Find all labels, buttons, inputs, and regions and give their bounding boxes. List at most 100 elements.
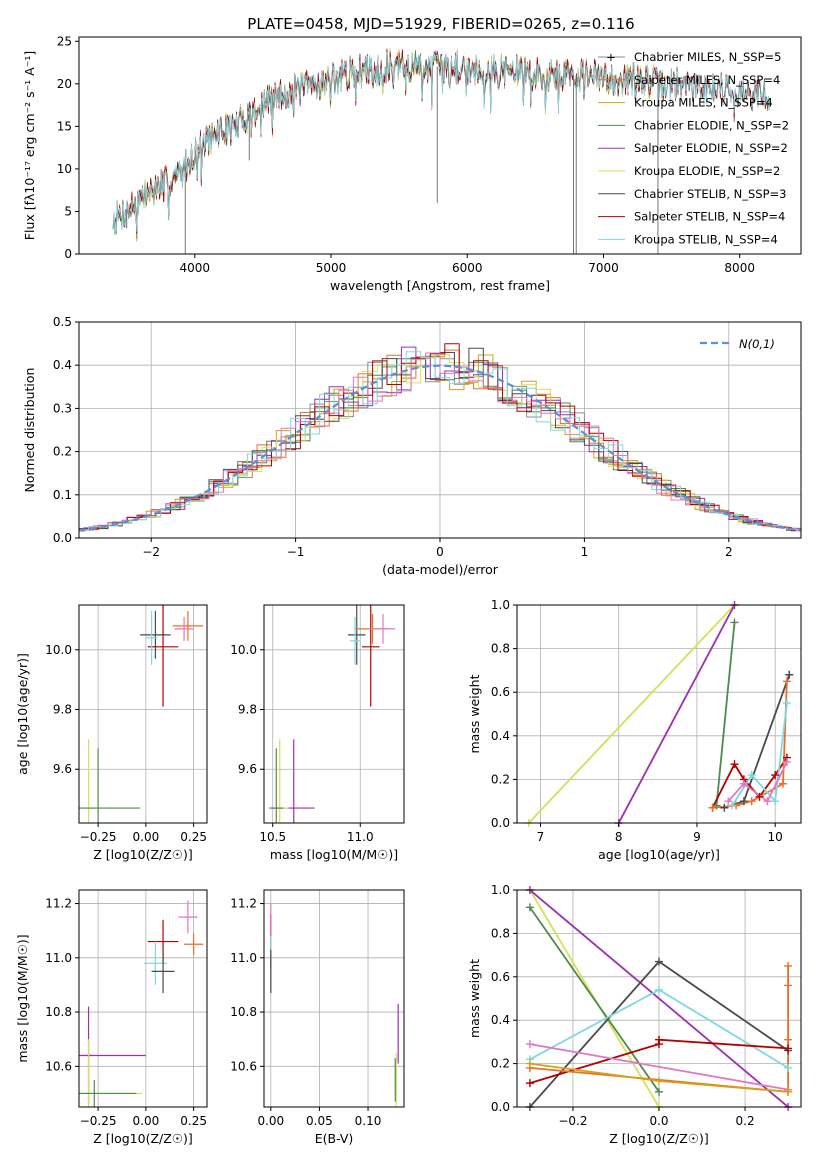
- massweight-vs-age-ytick-label-3: 0.6: [491, 685, 510, 699]
- massweight-vs-Z-series-8-marker-2: [784, 1087, 793, 1096]
- massweight-vs-age-series-5-marker-2: [747, 797, 756, 806]
- spectrum-legend-label-3: Chabrier ELODIE, N_SSP=2: [634, 118, 789, 132]
- spectrum-xtick-label-2: 6000: [452, 261, 483, 275]
- massweight-vs-age-series-7: [727, 761, 788, 803]
- massweight-vs-age-series-3-marker-0: [720, 803, 729, 812]
- massweight-vs-age-ytick-label-1: 0.2: [491, 772, 510, 786]
- massweight-vs-Z-ytick-label-0: 0.0: [491, 1100, 510, 1114]
- spectrum-ytick-label-0: 0: [64, 247, 72, 261]
- age-vs-mass-xtick-label-0: 10.5: [259, 830, 286, 844]
- massweight-vs-Z-xtick-label-2: 0.2: [736, 1114, 755, 1128]
- massweight-vs-age-series-3-marker-2: [785, 670, 794, 679]
- mass-vs-EBV-ytick-label-2: 11.0: [230, 951, 257, 965]
- massweight-vs-age-plot-area: [528, 605, 791, 823]
- spectrum-xtick-label-0: 4000: [180, 261, 211, 275]
- age-vs-Z-xtick-label-0: −0.25: [80, 830, 117, 844]
- age-vs-Z-ytick-label-2: 10.0: [45, 643, 72, 657]
- massweight-vs-age-ytick-label-5: 1.0: [491, 598, 510, 612]
- mass-vs-EBV-frame: [263, 889, 405, 1108]
- residuals-hist-pink: [79, 352, 801, 532]
- mass-vs-EBV-ytick-label-1: 10.8: [230, 1005, 257, 1019]
- massweight-vs-Z-series-5-marker-3: [784, 1044, 793, 1053]
- mass-vs-Z-xtick-label-2: 0.25: [180, 1114, 207, 1128]
- residuals-xtick-label-0: −2: [142, 545, 160, 559]
- massweight-vs-Z-series-7-marker-4: [784, 1035, 793, 1044]
- massweight-vs-age-series-7-marker-3: [782, 757, 791, 766]
- age-vs-Z-xtick-label-2: 0.25: [180, 830, 207, 844]
- massweight-vs-Z-ytick-label-2: 0.4: [491, 1013, 510, 1027]
- age-vs-mass-plot-area: [269, 605, 396, 823]
- mass-vs-EBV-ytick-label-0: 10.6: [230, 1059, 257, 1073]
- residuals-legend-label: N(0,1): [739, 337, 775, 351]
- age-vs-mass-ytick-label-0: 9.6: [238, 762, 257, 776]
- massweight-vs-age-series-6-marker-2: [771, 797, 780, 806]
- massweight-vs-Z-series-4-marker-2: [784, 1063, 793, 1072]
- massweight-vs-age-series-2: [715, 622, 736, 806]
- age-vs-Z-xtick-label-1: 0.00: [133, 830, 160, 844]
- spectrum-xtick-label-4: 8000: [724, 261, 755, 275]
- age-vs-Z-ylabel: age [log10(age/yr)]: [15, 653, 30, 775]
- massweight-vs-age-series-7-marker-2: [763, 797, 772, 806]
- mass-vs-EBV-xtick-label-0: 0.00: [257, 1114, 284, 1128]
- mass-vs-ebv-panel: 0.00 0.05 0.10 10.6 10.8 11.0 11.2 E(B-V): [230, 889, 405, 1146]
- spectrum-legend-label-1: Salpeter MILES, N_SSP=4: [634, 73, 780, 87]
- massweight-vs-Z-xtick-label-0: −0.2: [558, 1114, 587, 1128]
- spectrum-legend-label-8: Kroupa STELIB, N_SSP=4: [634, 232, 778, 246]
- massweight-vs-age-series-6-marker-3: [782, 699, 791, 708]
- massweight-vs-Z-series-7-marker-2: [784, 961, 793, 970]
- massweight-vs-age-xlabel: age [log10(age/yr)]: [598, 847, 720, 862]
- residuals-ylabel: Normed distribution: [22, 368, 37, 493]
- massweight-vs-age-series-1: [617, 605, 736, 823]
- massweight-vs-age-series-4-marker-1: [730, 760, 739, 769]
- age-vs-Z-xlabel: Z [log10(Z/Z☉)]: [93, 847, 193, 862]
- massweight-vs-Z-series-5-marker-0: [525, 1079, 534, 1088]
- massweight-vs-age-ylabel: mass weight: [467, 674, 482, 753]
- residuals-plot-area: [79, 343, 801, 533]
- spectrum-ytick-label-1: 5: [64, 204, 72, 218]
- massweight-vs-age-series-3-marker-1: [739, 797, 748, 806]
- spectrum-xtick-label-1: 5000: [316, 261, 347, 275]
- age-vs-mass-xlabel: mass [log10(M/M☉)]: [270, 847, 398, 862]
- mass-vs-Z-ytick-label-3: 11.2: [45, 897, 72, 911]
- spectrum-legend-marker-0: +: [606, 50, 616, 64]
- spectrum-legend-label-2: Kroupa MILES, N_SSP=4: [634, 96, 773, 110]
- spectrum-legend-label-5: Kroupa ELODIE, N_SSP=2: [634, 164, 780, 178]
- spectrum-ytick-label-2: 10: [57, 162, 72, 176]
- massweight-vs-age-ytick-label-2: 0.4: [491, 729, 510, 743]
- massweight-vs-Z-series-6: [529, 1043, 789, 1091]
- mass-vs-EBV-ytick-label-3: 11.2: [230, 897, 257, 911]
- residuals-ytick-label-2: 0.2: [53, 445, 72, 459]
- massweight-vs-age-series-4-marker-3: [755, 792, 764, 801]
- massweight-vs-Z-series-2-marker-1: [655, 1087, 663, 1096]
- spectrum-frame: [78, 36, 802, 255]
- massweight-vs-Z-ytick-label-1: 0.2: [491, 1057, 510, 1071]
- massweight-vs-Z-series-1: [529, 890, 789, 1107]
- mass-vs-EBV-xlabel: E(B-V): [315, 1131, 354, 1146]
- spectrum-plot-area: [112, 48, 770, 254]
- massweight-vs-Z-ytick-label-3: 0.6: [491, 970, 510, 984]
- residuals-xtick-label-4: 2: [725, 545, 733, 559]
- massweight-vs-metallicity-panel: −0.2 0.0 0.2 0.0 0.2 0.4 0.6 0.8 1.0 Z [log10(Z/Z…: [467, 883, 802, 1146]
- spectrum-legend-label-0: Chabrier MILES, N_SSP=5: [634, 50, 781, 64]
- spectrum-xlabel: wavelength [Angstrom, rest frame]: [330, 278, 550, 293]
- massweight-vs-age-panel: 7 8 9 10 0.0 0.2 0.4 0.6 0.8 1.0 age [log10(age/yr…: [467, 598, 802, 862]
- spectrum-series-kroupa-stelib: [112, 52, 770, 236]
- massweight-vs-age-frame: [516, 604, 802, 824]
- mass-vs-Z-xtick-label-1: 0.00: [133, 1114, 160, 1128]
- residuals-xtick-label-3: 1: [581, 545, 589, 559]
- massweight-vs-Z-ylabel: mass weight: [467, 959, 482, 1038]
- massweight-vs-age-xtick-label-0: 7: [537, 830, 545, 844]
- mass-vs-Z-xtick-label-0: −0.25: [80, 1114, 117, 1128]
- age-vs-Z-ytick-label-0: 9.6: [53, 762, 72, 776]
- massweight-vs-age-series-4: [711, 757, 788, 809]
- spectrum-panel: 4000 5000 6000 7000 8000 0 5 10 15 20 25 wavelength…: [22, 34, 802, 293]
- mass-vs-metallicity-panel: −0.25 0.00 0.25 10.6 10.8 11.0 11.2 Z [log10(Z/…: [15, 889, 208, 1146]
- massweight-vs-age-ytick-label-4: 0.8: [491, 642, 510, 656]
- massweight-vs-Z-series-2-marker-0: [525, 903, 534, 912]
- figure-title: PLATE=0458, MJD=51929, FIBERID=0265, z=0…: [247, 15, 634, 33]
- mass-vs-Z-ytick-label-2: 11.0: [45, 951, 72, 965]
- residuals-ytick-label-0: 0.0: [53, 531, 72, 545]
- age-vs-metallicity-panel: −0.25 0.00 0.25 9.6 9.8 10.0 Z [log10(Z/Z☉)] ag…: [15, 604, 208, 862]
- massweight-vs-Z-series-8-marker-0: [525, 1059, 534, 1068]
